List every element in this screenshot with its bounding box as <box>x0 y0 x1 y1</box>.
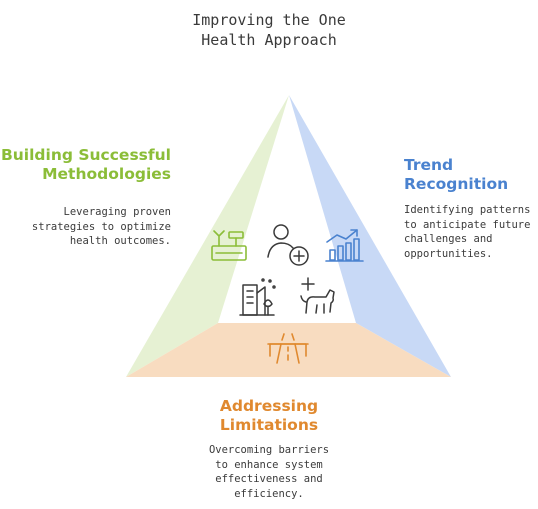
bottom-heading-line-2: Limitations <box>219 416 319 434</box>
left-heading-line-2: Methodologies <box>42 165 171 183</box>
left-section-heading: Building Successful Methodologies <box>1 146 171 184</box>
bottom-heading-line-1: Addressing <box>219 397 319 415</box>
bottom-section-description: Overcoming barriers to enhance system ef… <box>0 443 538 501</box>
road-icon <box>267 333 309 364</box>
bottom-section-heading: Addressing Limitations <box>0 397 538 435</box>
bottom-desc-line-2: to enhance system <box>215 458 323 471</box>
animal-health-icon <box>300 277 335 314</box>
left-desc-line-1: Leveraging proven <box>63 206 171 218</box>
person-health-icon <box>267 224 309 266</box>
tools-box-icon <box>211 230 247 261</box>
title-line-1: Improving the One <box>192 11 346 29</box>
title-line-2: Health Approach <box>201 31 337 49</box>
right-desc-line-4: opportunities. <box>404 247 493 260</box>
diagram-title: Improving the One Health Approach <box>0 10 538 50</box>
left-segment <box>126 95 289 377</box>
right-desc-line-2: to anticipate future <box>404 218 531 231</box>
right-desc-line-3: challenges and <box>404 233 493 245</box>
right-section-description: Identifying patterns to anticipate futur… <box>404 203 530 261</box>
right-heading-line-1: Trend <box>404 156 454 174</box>
left-desc-line-2: strategies to optimize <box>31 220 171 233</box>
right-segment <box>289 95 451 377</box>
right-heading-line-2: Recognition <box>404 175 509 193</box>
bottom-desc-line-1: Overcoming barriers <box>208 444 330 456</box>
right-section-heading: Trend Recognition <box>404 156 508 194</box>
left-desc-line-3: health outcomes. <box>69 235 171 247</box>
right-desc-line-1: Identifying patterns <box>404 204 531 216</box>
left-heading-line-1: Building Successful <box>0 146 171 164</box>
bottom-desc-line-4: efficiency. <box>234 487 304 500</box>
growth-chart-icon <box>325 229 364 262</box>
left-section-description: Leveraging proven strategies to optimize… <box>32 205 171 249</box>
bottom-desc-line-3: effectiveness and <box>215 473 323 485</box>
city-environment-icon <box>239 278 276 316</box>
